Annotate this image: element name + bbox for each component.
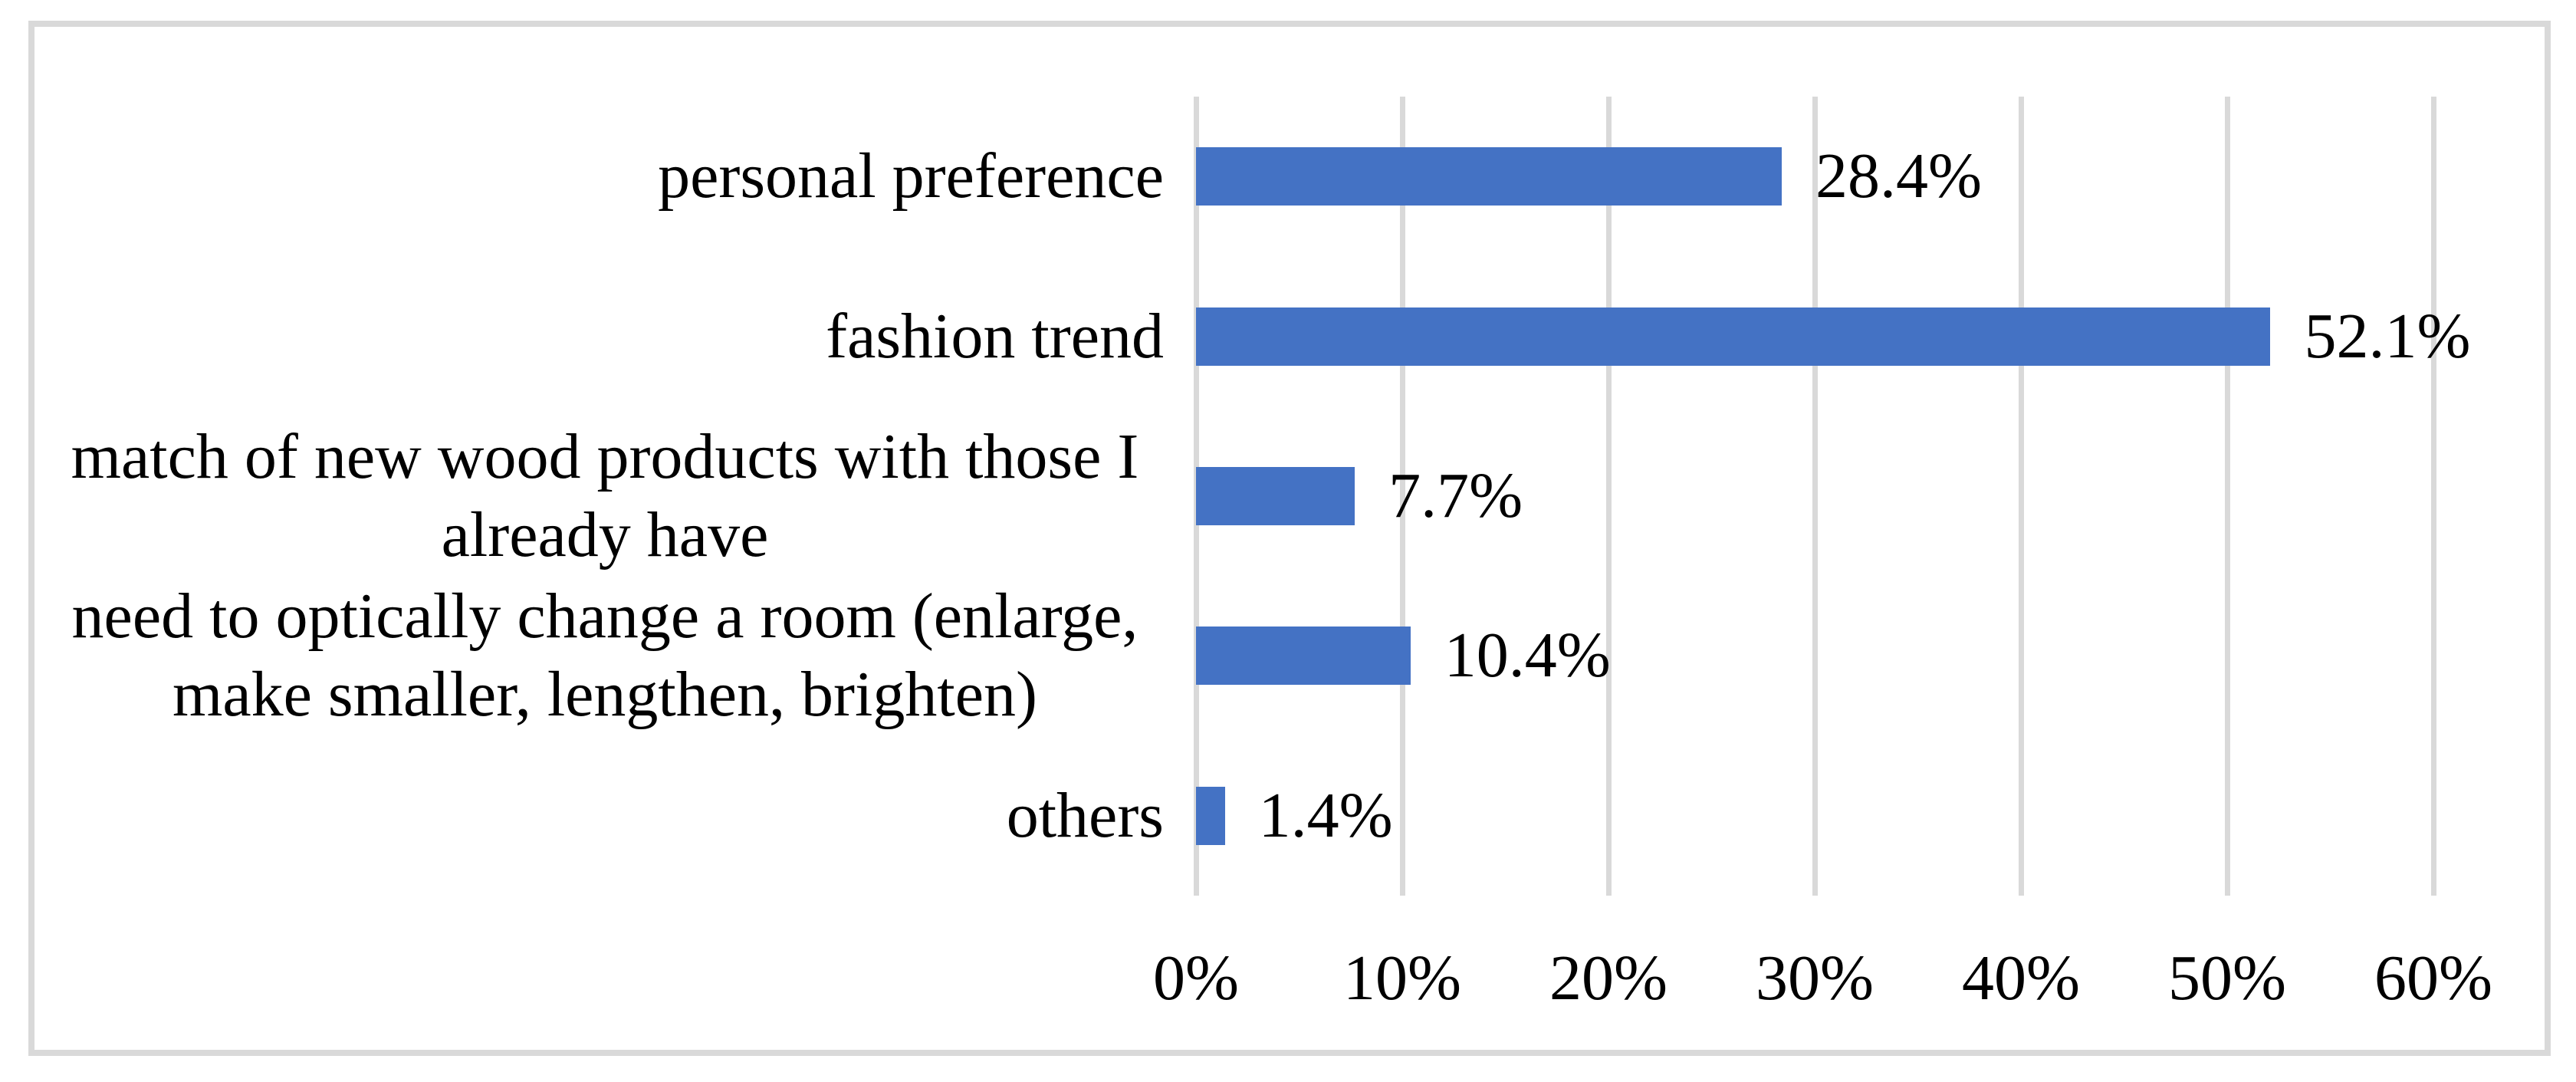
value-label: 1.4% [1258,779,1393,851]
value-label: 52.1% [2304,300,2471,372]
category-row: personal preference [46,97,1164,256]
bar [1196,786,1225,845]
x-tick-label: 10% [1343,942,1461,1014]
value-label: 28.4% [1815,140,1982,212]
x-tick-label: 50% [2168,942,2286,1014]
bar [1196,147,1782,206]
gridline [1812,97,1818,896]
category-row: others [46,736,1164,896]
gridline [1399,97,1405,896]
gridline [2018,97,2024,896]
category-row: match of new wood products with those I … [46,416,1164,576]
value-label: 10.4% [1444,620,1611,692]
x-tick-label: 30% [1756,942,1874,1014]
bar [1196,627,1411,686]
value-label: 7.7% [1388,460,1523,531]
category-label: fashion trend [826,300,1164,372]
plot-area: 28.4% 52.1% 7.7% 10.4% 1.4% [1193,97,2470,896]
category-label: personal preference [658,140,1164,212]
category-label: match of new wood products with those I … [71,420,1139,571]
category-row: fashion trend [46,256,1164,416]
gridline [2430,97,2436,896]
bar [1196,307,2271,366]
category-row: need to optically change a room (enlarge… [46,576,1164,735]
category-label: need to optically change a room (enlarge… [71,580,1138,731]
x-tick-label: 20% [1549,942,1668,1014]
x-tick-label: 40% [1962,942,2080,1014]
x-tick-label: 60% [2374,942,2492,1014]
gridline [1605,97,1612,896]
category-label: others [1006,779,1164,851]
bar [1196,467,1355,525]
x-tick-label: 0% [1153,942,1239,1014]
gridline [2224,97,2230,896]
